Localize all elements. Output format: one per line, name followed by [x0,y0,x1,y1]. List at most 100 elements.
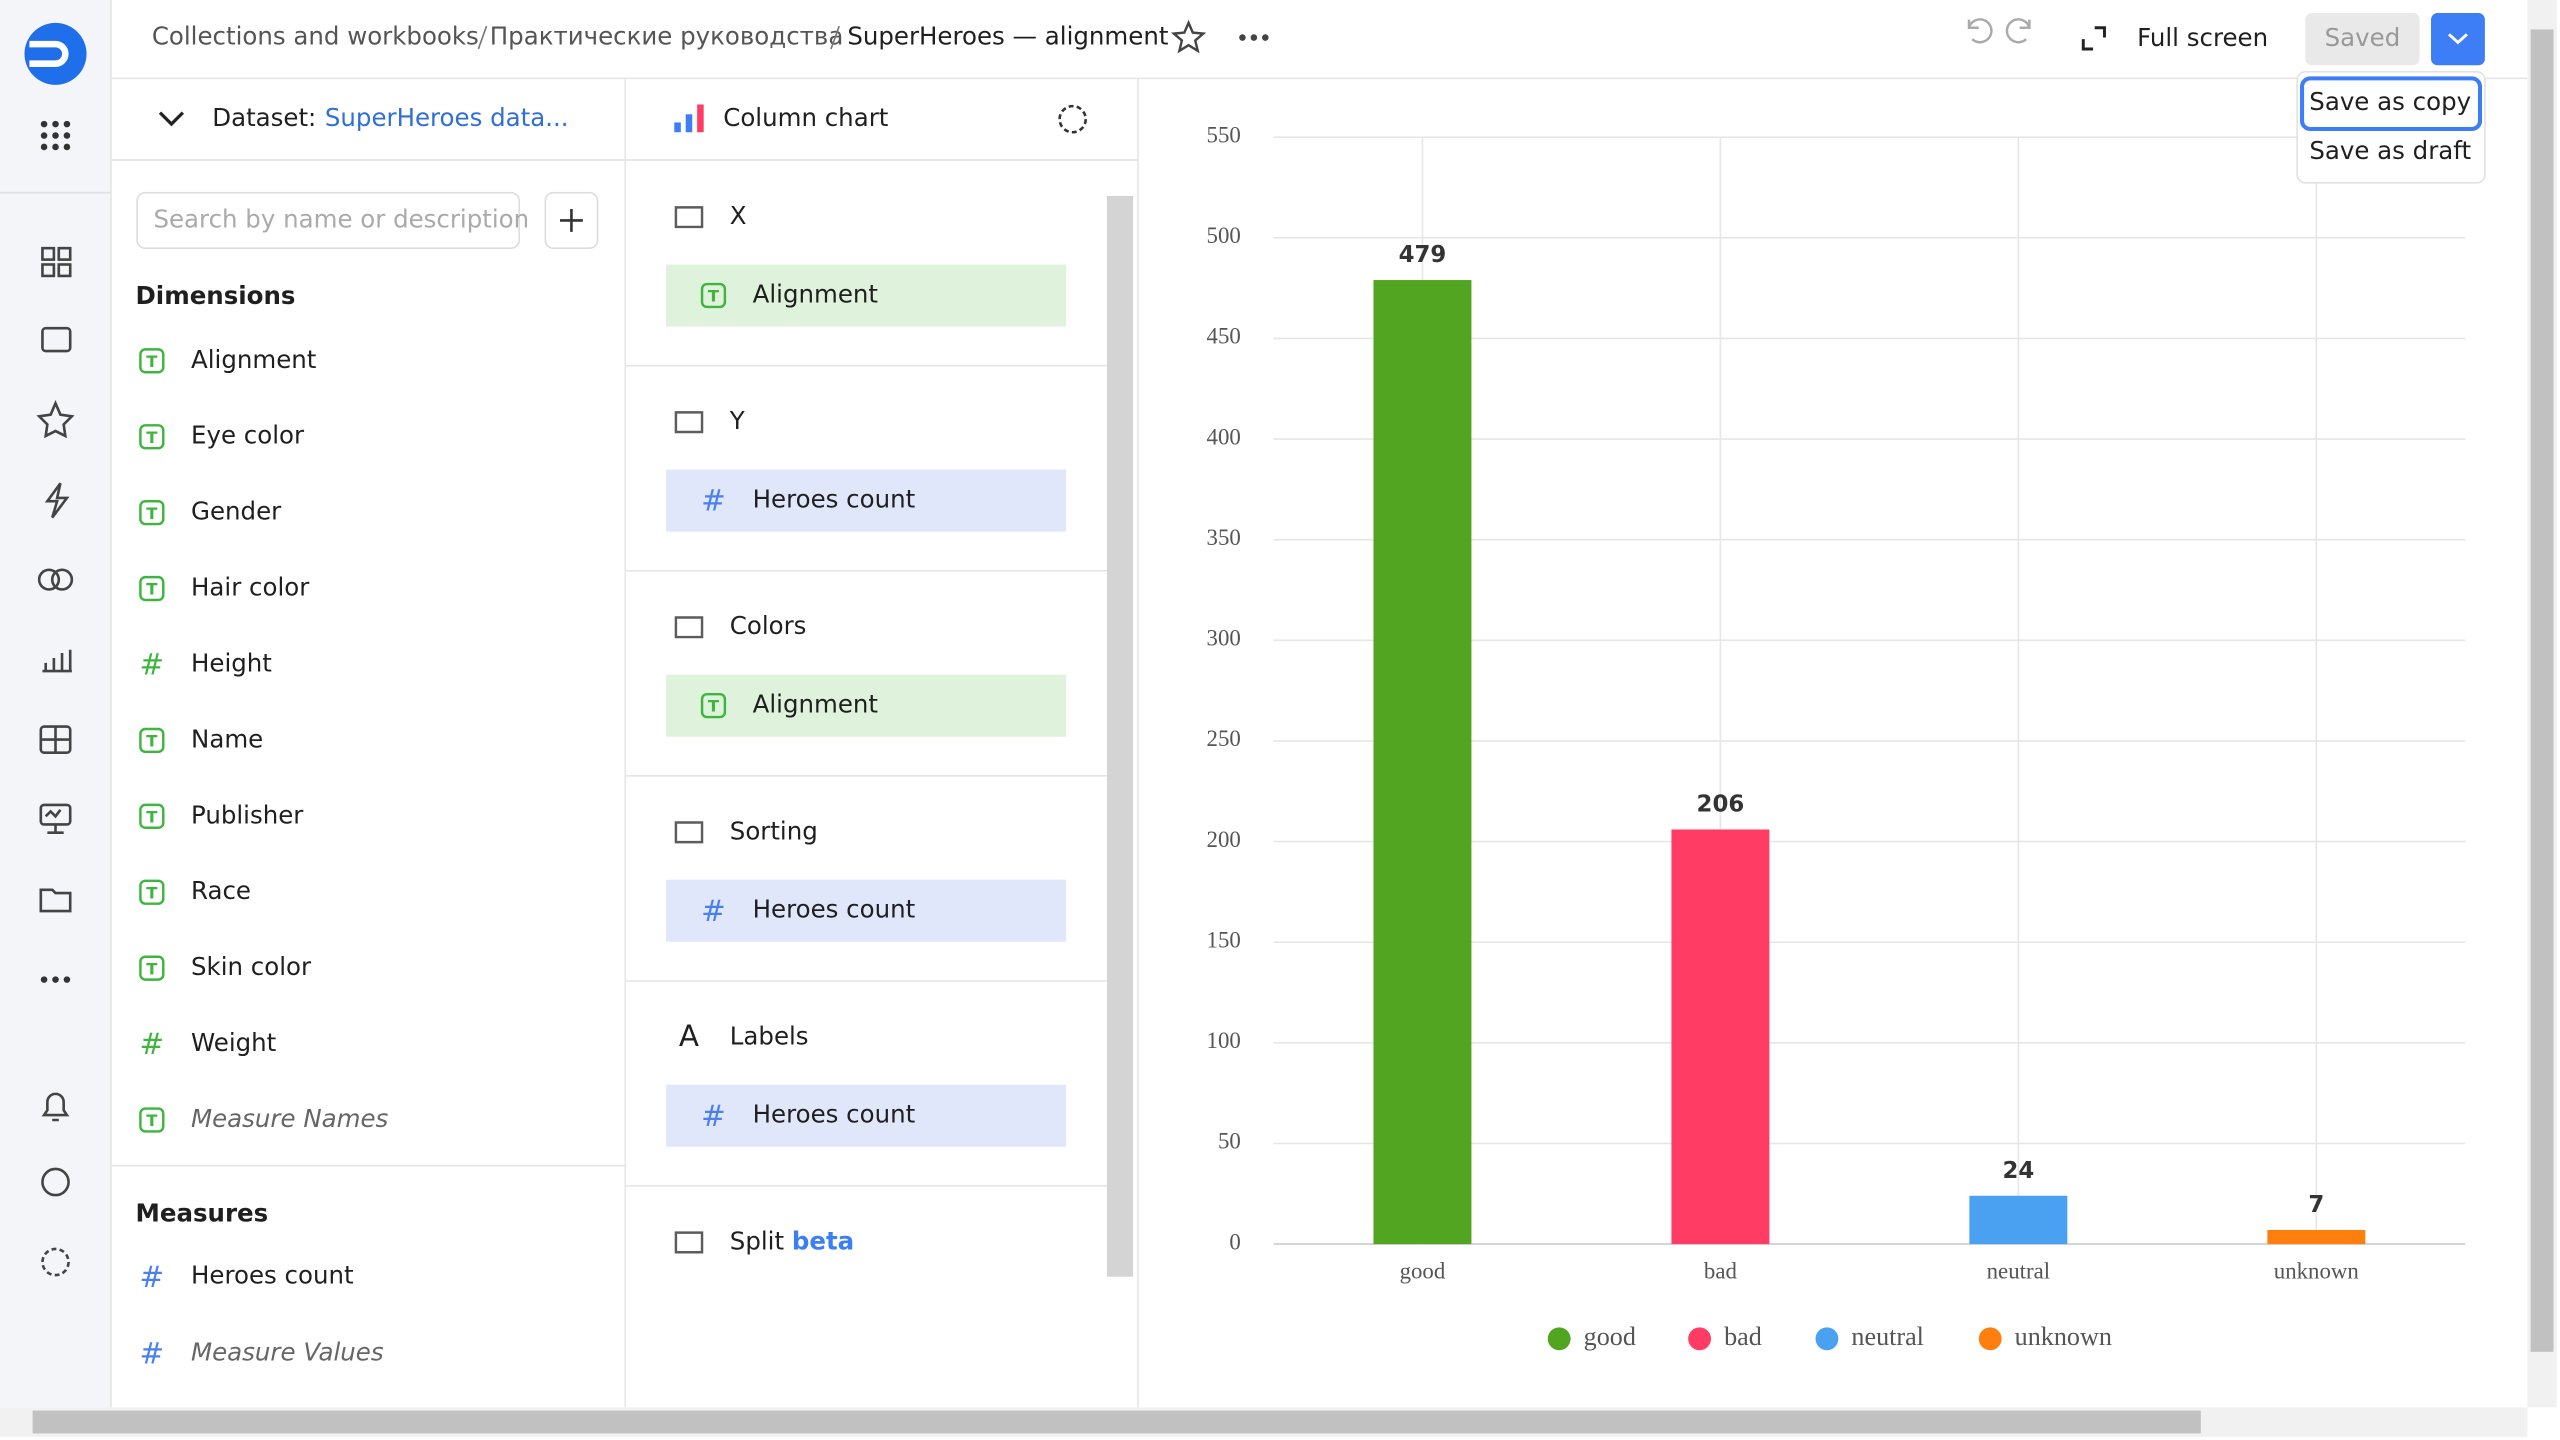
field-pill[interactable] [666,674,1067,737]
chevron [2447,33,2468,45]
badge: beta [792,1226,854,1255]
legend-label[interactable]: neutral [1851,1322,1924,1351]
field[interactable]: Gender [191,497,282,526]
chart-type[interactable]: Column chart [723,103,888,132]
search-placeholder: Search by name or description [153,204,529,233]
saved-button[interactable]: Saved [2325,23,2401,52]
field[interactable]: Measure Values [191,1337,384,1366]
field-icon: # [140,1337,165,1371]
bar[interactable] [2267,1229,2366,1245]
legend-label[interactable]: good [1584,1322,1636,1351]
field-icon: T [146,883,158,902]
bar[interactable] [1373,280,1472,1245]
y-tick-label: 400 [1207,424,1241,449]
nav-collections[interactable] [41,246,72,278]
nav-help[interactable] [41,1167,70,1197]
legend-label[interactable]: unknown [2015,1322,2112,1351]
section-title: Y [729,406,745,435]
x-tick-label: bad [1704,1259,1738,1284]
breadcrumb-separator [830,25,840,50]
field-icon: T [708,287,720,306]
field-icon: T [146,352,158,371]
section-title: Labels [730,1021,809,1050]
field-icon-box [139,575,165,602]
field[interactable]: Alignment [191,345,317,374]
nav-files[interactable] [39,888,72,913]
field-icon-box [139,348,165,374]
nav-workbooks[interactable] [41,326,72,353]
breadcrumb[interactable]: Практические руководства [490,22,844,51]
field[interactable]: Publisher [191,800,304,829]
chart: 0 50 100 150 200 250 300 350 400 450 500 550 479 good… [1207,122,2466,1351]
y-tick-label: 200 [1207,827,1241,852]
field-pill[interactable] [666,469,1067,532]
section-title: X [730,201,747,230]
field-icon: # [701,1099,726,1133]
redo-button[interactable] [2005,18,2031,44]
nav-more[interactable] [40,976,71,983]
section-icon [674,821,704,844]
field[interactable]: Skin color [191,952,312,981]
section-title: Sorting [730,816,818,845]
data-label: 7 [2308,1192,2324,1218]
field-icon-box [139,879,165,905]
nav-connections[interactable] [44,482,70,519]
settings-button[interactable] [1058,104,1088,134]
more-button[interactable] [1239,34,1269,41]
nav-favorites[interactable] [36,399,75,439]
field-pill[interactable] [666,264,1067,327]
field-icon: T [708,697,720,716]
field[interactable]: Race [191,876,251,905]
nav-datasets[interactable] [37,568,74,591]
field-icon: T [146,807,158,826]
logo[interactable] [24,22,87,85]
field[interactable]: Heroes count [191,1261,354,1290]
field[interactable]: Eye color [191,421,305,450]
fullscreen-button[interactable]: Full screen [2137,23,2268,52]
legend-marker [1978,1327,2002,1351]
y-tick-label: 350 [1207,525,1241,550]
h-scroll-thumb[interactable] [32,1410,2201,1434]
field[interactable]: Hair color [191,573,310,602]
legend-label[interactable]: bad [1724,1322,1762,1351]
bar[interactable] [1969,1195,2068,1245]
apps-icon[interactable] [40,120,71,151]
field[interactable]: Name [191,724,263,753]
field-icon: # [140,648,165,682]
dataset-link[interactable]: SuperHeroes data... [325,103,569,132]
chart-type-icon[interactable] [674,104,704,133]
menu-item[interactable]: Save as draft [2309,136,2471,165]
scrollbar[interactable] [1106,195,1134,1277]
nav-notifications[interactable] [41,1092,70,1122]
menu-item[interactable]: Save as copy [2309,87,2471,116]
field[interactable]: Measure Names [191,1104,388,1133]
collapse-icon[interactable] [158,111,185,127]
nav-dashboards[interactable] [39,725,72,754]
field: Heroes count [753,485,916,514]
legend-marker [1815,1327,1839,1351]
field-icon: # [140,1260,165,1294]
v-scroll-thumb[interactable] [2530,29,2554,1352]
save-dropdown[interactable] [2431,13,2485,66]
search-box[interactable] [136,191,520,249]
nav-reports[interactable] [39,803,72,834]
field-icon-box [139,803,165,829]
field-pill[interactable] [666,1084,1067,1147]
breadcrumb-separator [477,25,488,50]
bar[interactable] [1671,829,1770,1245]
favorite-button[interactable] [1170,19,1207,54]
field[interactable]: Height [191,648,272,677]
x-tick-label: neutral [1987,1259,2050,1284]
nav-settings[interactable] [41,1247,70,1277]
section-title: Measures [136,1199,269,1228]
saved-button-bg[interactable] [2305,13,2420,66]
fullscreen-icon[interactable] [2081,26,2106,51]
undo-button[interactable] [1967,18,1993,44]
data-label: 206 [1697,791,1745,817]
field-icon: T [146,959,158,978]
nav-charts[interactable] [42,649,72,673]
field-icon: T [146,428,158,447]
field[interactable]: Weight [191,1028,277,1057]
breadcrumb[interactable]: Collections and workbooks [152,22,479,51]
field-pill[interactable] [666,879,1067,942]
